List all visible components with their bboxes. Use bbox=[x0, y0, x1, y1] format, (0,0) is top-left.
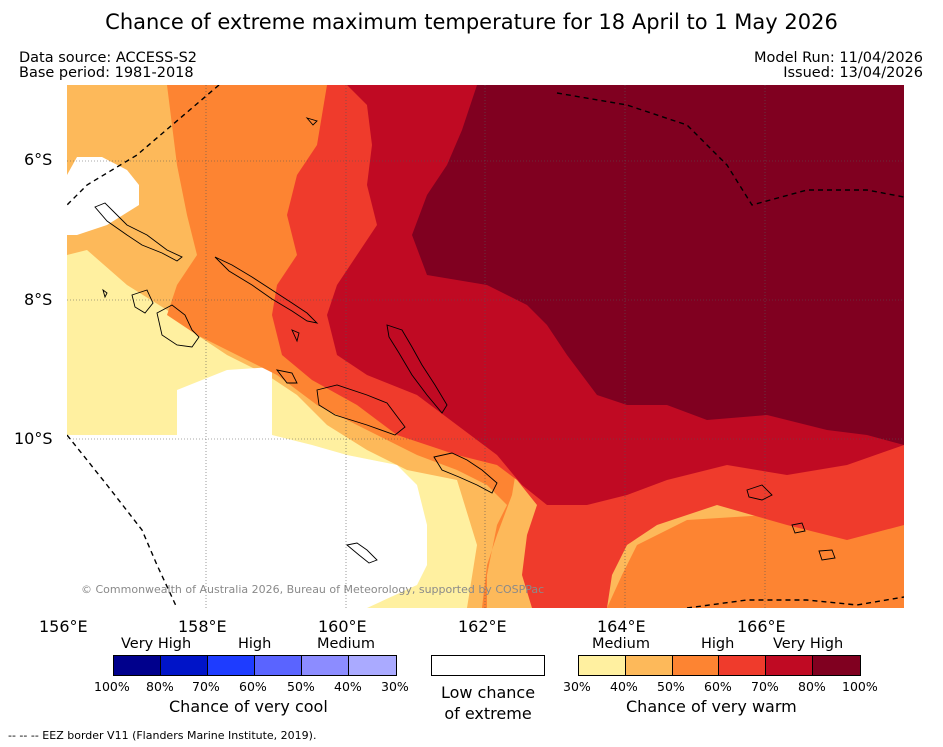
warm-swatch-3 bbox=[672, 656, 720, 675]
cool-swatch-5 bbox=[302, 656, 349, 675]
warm-colorbar bbox=[578, 655, 861, 676]
warm-tick-80: 80% bbox=[798, 679, 826, 694]
cool-category-medium: Medium bbox=[317, 636, 375, 652]
cool-tick-50: 50% bbox=[287, 679, 315, 694]
cool-tick-70: 70% bbox=[192, 679, 220, 694]
neutral-caption-line2: of extreme bbox=[444, 704, 532, 723]
data-source-label: Data source: ACCESS-S2 bbox=[19, 50, 198, 66]
warm-tick-40: 40% bbox=[610, 679, 638, 694]
warm-tick-60: 60% bbox=[704, 679, 732, 694]
eez-footnote: -- -- -- EEZ border V11 (Flanders Marine… bbox=[8, 729, 317, 742]
cool-tick-60: 60% bbox=[239, 679, 267, 694]
cool-tick-80: 80% bbox=[146, 679, 174, 694]
lon-label-166e: 166°E bbox=[737, 617, 786, 636]
cool-swatch-4 bbox=[255, 656, 302, 675]
warm-caption: Chance of very warm bbox=[626, 697, 797, 716]
warm-category-high: High bbox=[701, 636, 735, 652]
neutral-swatch bbox=[431, 655, 545, 676]
warm-tick-30: 30% bbox=[563, 679, 591, 694]
cool-swatch-2 bbox=[161, 656, 208, 675]
cool-swatch-6 bbox=[349, 656, 396, 675]
base-period-label: Base period: 1981-2018 bbox=[19, 65, 194, 81]
coastlines bbox=[94, 117, 836, 564]
cool-tick-100: 100% bbox=[94, 679, 130, 694]
warm-swatch-5 bbox=[766, 656, 814, 675]
warm-swatch-2 bbox=[625, 656, 673, 675]
map-title: Chance of extreme maximum temperature fo… bbox=[105, 10, 838, 34]
zone-white-nw bbox=[67, 157, 139, 235]
lat-label-8s: 8°S bbox=[24, 290, 53, 309]
forecast-map bbox=[67, 85, 904, 608]
cool-tick-40: 40% bbox=[334, 679, 362, 694]
cool-category-high: High bbox=[238, 636, 272, 652]
cool-colorbar bbox=[113, 655, 397, 676]
warm-swatch-6 bbox=[813, 656, 860, 675]
warm-category-very-high: Very High bbox=[773, 636, 844, 652]
cool-tick-30: 30% bbox=[381, 679, 409, 694]
lon-label-160e: 160°E bbox=[318, 617, 367, 636]
zone-80 bbox=[412, 85, 904, 445]
neutral-caption-line1: Low chance bbox=[440, 683, 536, 702]
lon-label-164e: 164°E bbox=[597, 617, 646, 636]
model-run-label: Model Run: 11/04/2026 bbox=[753, 50, 923, 66]
lat-label-10s: 10°S bbox=[14, 429, 53, 448]
lon-label-162e: 162°E bbox=[458, 617, 507, 636]
lat-label-6s: 6°S bbox=[24, 150, 53, 169]
warm-category-medium: Medium bbox=[592, 636, 650, 652]
warm-tick-100: 100% bbox=[842, 679, 878, 694]
lon-label-156e: 156°E bbox=[39, 617, 88, 636]
issued-label: Issued: 13/04/2026 bbox=[783, 65, 923, 81]
lon-label-158e: 158°E bbox=[178, 617, 227, 636]
warm-tick-50: 50% bbox=[657, 679, 685, 694]
warm-swatch-4 bbox=[719, 656, 767, 675]
cool-swatch-1 bbox=[114, 656, 161, 675]
warm-swatch-1 bbox=[579, 656, 626, 675]
graticule bbox=[67, 85, 904, 608]
neutral-swatch-fill bbox=[432, 656, 544, 675]
cool-caption: Chance of very cool bbox=[169, 697, 328, 716]
copyright-notice: © Commonwealth of Australia 2026, Bureau… bbox=[81, 583, 545, 596]
zone-white-sw bbox=[67, 367, 427, 608]
warm-tick-70: 70% bbox=[751, 679, 779, 694]
cool-swatch-3 bbox=[208, 656, 255, 675]
eez-borders bbox=[67, 85, 904, 608]
cool-category-very-high: Very High bbox=[121, 636, 192, 652]
